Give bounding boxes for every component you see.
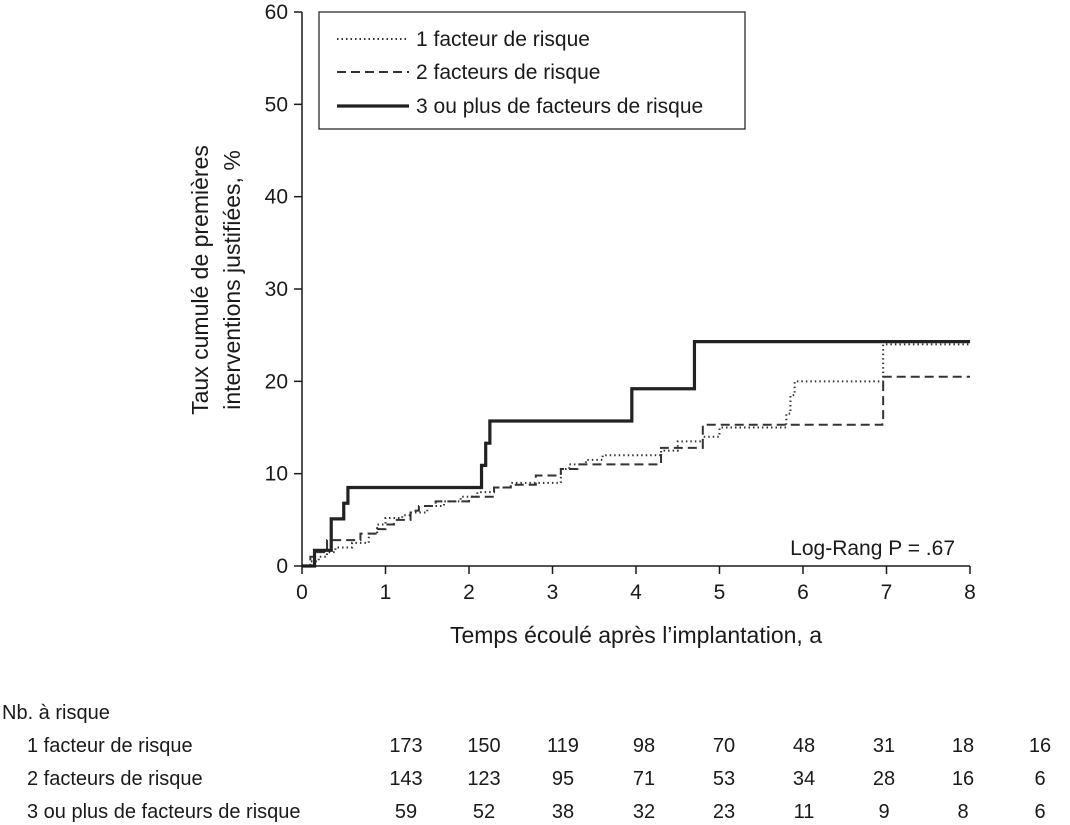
y-tick-label: 0 xyxy=(276,555,288,578)
risk-value: 150 xyxy=(467,735,500,757)
x-tick-label: 4 xyxy=(630,581,642,604)
x-tick-label: 3 xyxy=(547,581,559,604)
x-tick-label: 5 xyxy=(714,581,726,604)
x-tick-label: 6 xyxy=(797,581,809,604)
risk-value: 23 xyxy=(713,801,735,823)
risk-value: 34 xyxy=(793,768,815,790)
risk-value: 28 xyxy=(873,768,895,790)
risk-value: 95 xyxy=(552,768,574,790)
legend: 1 facteur de risque 2 facteurs de risque… xyxy=(318,11,746,130)
risk-value: 16 xyxy=(1029,735,1051,757)
risk-value: 123 xyxy=(467,768,500,790)
y-axis-title-line-1: Taux cumulé de premières xyxy=(187,145,213,415)
risk-value: 9 xyxy=(878,801,889,823)
y-axis-title-line-2: interventions justifiées, % xyxy=(219,150,245,410)
risk-value: 48 xyxy=(793,735,815,757)
risk-value: 53 xyxy=(713,768,735,790)
x-tick-label: 2 xyxy=(463,581,475,604)
risk-value: 98 xyxy=(633,735,655,757)
risk-value: 52 xyxy=(473,801,495,823)
axes: 0 1 2 3 4 5 6 7 8 0 10 20 30 40 50 60 xyxy=(265,1,976,604)
x-axis-title: Temps écoulé après l’implantation, a xyxy=(450,622,822,648)
risk-value: 143 xyxy=(389,768,422,790)
legend-label-2: 2 facteurs de risque xyxy=(416,61,600,84)
risk-value: 8 xyxy=(957,801,968,823)
risk-value: 31 xyxy=(873,735,895,757)
risk-value: 11 xyxy=(794,801,815,823)
risk-value: 32 xyxy=(633,801,655,823)
x-tick-label: 7 xyxy=(881,581,893,604)
x-tick-label: 0 xyxy=(296,581,308,604)
risk-value: 16 xyxy=(952,768,974,790)
series-line-1 xyxy=(302,343,970,567)
risk-row-label-1: 1 facteur de risque xyxy=(27,735,193,757)
risk-table: Nb. à risque 1 facteur de risque 2 facte… xyxy=(2,702,1051,823)
x-tick-label: 1 xyxy=(380,581,392,604)
risk-value: 173 xyxy=(389,735,422,757)
y-tick-label: 60 xyxy=(265,1,288,24)
series-line-3 xyxy=(302,340,970,568)
risk-row-label-3: 3 ou plus de facteurs de risque xyxy=(27,801,301,823)
y-tick-label: 30 xyxy=(265,278,288,301)
plot-lines xyxy=(302,340,970,568)
risk-value: 71 xyxy=(633,768,655,790)
risk-value: 18 xyxy=(952,735,974,757)
risk-value: 6 xyxy=(1034,768,1045,790)
risk-value: 6 xyxy=(1034,801,1045,823)
risk-value: 38 xyxy=(552,801,574,823)
risk-value: 119 xyxy=(547,735,579,757)
risk-value: 59 xyxy=(395,801,417,823)
y-tick-label: 50 xyxy=(265,93,288,116)
logrank-annotation: Log-Rang P = .67 xyxy=(790,537,955,560)
y-tick-label: 20 xyxy=(265,370,288,393)
risk-row-label-2: 2 facteurs de risque xyxy=(27,768,203,790)
risk-value: 70 xyxy=(713,735,735,757)
x-tick-label: 8 xyxy=(964,581,976,604)
y-tick-label: 10 xyxy=(265,463,288,486)
legend-label-3: 3 ou plus de facteurs de risque xyxy=(416,95,703,118)
series-line-2 xyxy=(302,375,970,567)
legend-box xyxy=(318,11,746,130)
y-tick-label: 40 xyxy=(265,186,288,209)
risk-table-title: Nb. à risque xyxy=(2,702,110,724)
legend-label-1: 1 facteur de risque xyxy=(416,28,590,51)
